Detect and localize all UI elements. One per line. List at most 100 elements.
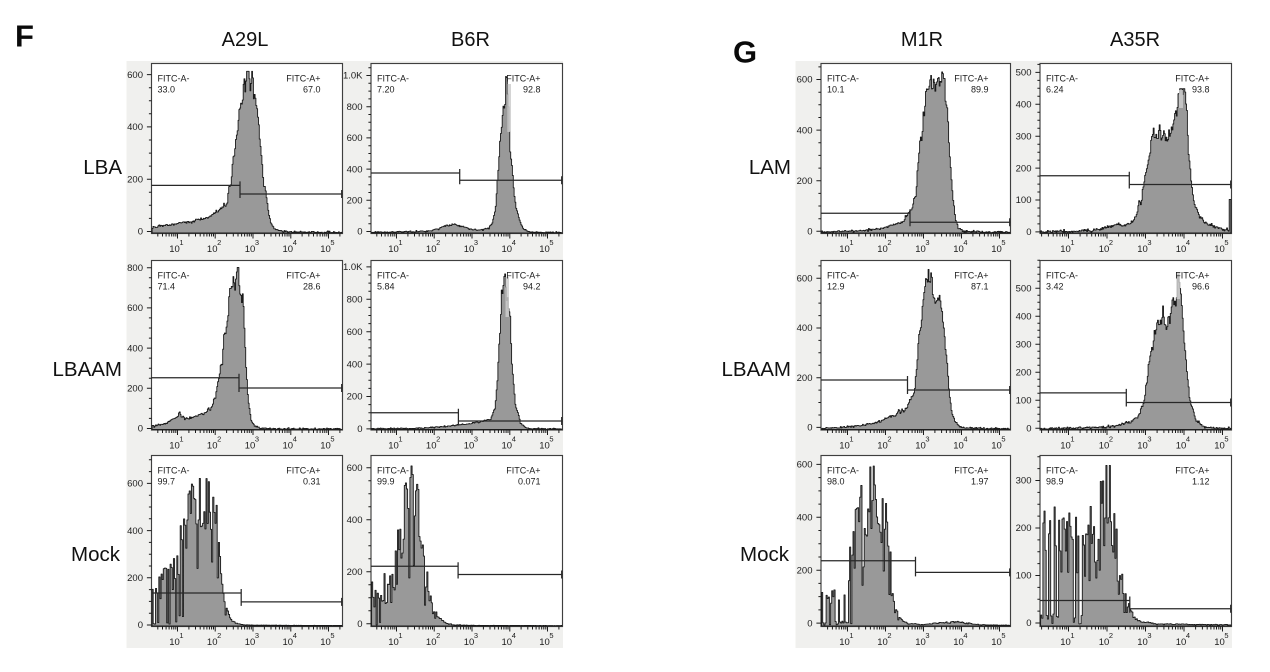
svg-text:3.42: 3.42: [1046, 282, 1064, 292]
svg-text:400: 400: [347, 164, 363, 175]
svg-text:4: 4: [512, 238, 516, 247]
svg-text:0: 0: [357, 227, 362, 238]
svg-text:FITC-A+: FITC-A+: [286, 466, 320, 476]
svg-text:1: 1: [398, 435, 402, 444]
svg-text:0.31: 0.31: [303, 477, 321, 487]
svg-text:FITC-A+: FITC-A+: [506, 271, 540, 281]
svg-text:10: 10: [320, 441, 331, 452]
svg-text:3: 3: [1147, 631, 1151, 640]
svg-text:10: 10: [169, 244, 180, 255]
svg-text:10: 10: [953, 244, 964, 255]
svg-text:0: 0: [138, 227, 143, 238]
svg-text:10: 10: [388, 244, 399, 255]
svg-text:10: 10: [539, 441, 550, 452]
svg-text:10: 10: [207, 637, 218, 648]
svg-text:F: F: [15, 19, 34, 54]
svg-text:10: 10: [426, 441, 437, 452]
svg-text:10: 10: [1214, 244, 1225, 255]
svg-text:10: 10: [502, 441, 513, 452]
svg-text:99.9: 99.9: [377, 477, 395, 487]
svg-text:89.9: 89.9: [971, 85, 989, 95]
svg-text:10: 10: [464, 244, 475, 255]
svg-text:600: 600: [347, 133, 363, 144]
svg-text:5: 5: [1001, 238, 1005, 247]
svg-text:200: 200: [347, 392, 363, 403]
svg-text:2: 2: [887, 435, 891, 444]
svg-text:LBAAM: LBAAM: [722, 358, 792, 381]
svg-text:1: 1: [1070, 631, 1074, 640]
svg-text:28.6: 28.6: [303, 282, 321, 292]
svg-text:200: 200: [127, 573, 143, 584]
svg-text:400: 400: [127, 526, 143, 537]
svg-text:3: 3: [474, 238, 478, 247]
svg-text:10: 10: [283, 637, 294, 648]
svg-text:10: 10: [502, 244, 513, 255]
svg-text:FITC-A-: FITC-A-: [827, 74, 859, 84]
svg-text:600: 600: [127, 479, 143, 490]
svg-text:10: 10: [1099, 244, 1110, 255]
svg-text:1: 1: [1070, 238, 1074, 247]
svg-text:Mock: Mock: [740, 543, 790, 566]
svg-text:0: 0: [807, 618, 812, 629]
svg-text:200: 200: [1016, 523, 1032, 534]
svg-text:1.0K: 1.0K: [343, 71, 363, 82]
svg-text:10: 10: [539, 244, 550, 255]
svg-text:3: 3: [1147, 435, 1151, 444]
svg-text:600: 600: [797, 460, 813, 471]
svg-text:600: 600: [347, 463, 363, 474]
svg-text:1: 1: [849, 435, 853, 444]
svg-text:300: 300: [1016, 476, 1032, 487]
svg-text:2: 2: [1109, 631, 1113, 640]
svg-text:71.4: 71.4: [158, 282, 176, 292]
svg-text:5: 5: [1224, 238, 1228, 247]
svg-text:10: 10: [426, 637, 437, 648]
svg-text:5: 5: [1224, 435, 1228, 444]
svg-text:400: 400: [797, 125, 813, 136]
svg-text:200: 200: [127, 384, 143, 395]
svg-text:87.1: 87.1: [971, 282, 989, 292]
svg-text:93.8: 93.8: [1192, 85, 1210, 95]
svg-text:4: 4: [293, 631, 297, 640]
svg-text:400: 400: [1016, 311, 1032, 322]
svg-text:2: 2: [1109, 238, 1113, 247]
svg-text:4: 4: [512, 631, 516, 640]
svg-text:0: 0: [807, 227, 812, 238]
svg-text:1.0K: 1.0K: [343, 262, 363, 273]
svg-text:B6R: B6R: [451, 29, 490, 51]
svg-text:2: 2: [436, 631, 440, 640]
svg-text:0: 0: [138, 620, 143, 631]
svg-text:92.8: 92.8: [523, 85, 541, 95]
svg-text:4: 4: [963, 238, 967, 247]
svg-text:10: 10: [388, 441, 399, 452]
svg-text:4: 4: [963, 631, 967, 640]
svg-text:10: 10: [1176, 441, 1187, 452]
svg-text:800: 800: [347, 102, 363, 113]
svg-text:10: 10: [877, 441, 888, 452]
svg-text:4: 4: [1186, 435, 1190, 444]
svg-text:2: 2: [217, 435, 221, 444]
svg-text:10: 10: [245, 637, 256, 648]
svg-text:2: 2: [217, 631, 221, 640]
svg-text:2: 2: [887, 631, 891, 640]
svg-text:100: 100: [1016, 195, 1032, 206]
svg-text:600: 600: [127, 70, 143, 81]
svg-text:3: 3: [1147, 238, 1151, 247]
svg-text:300: 300: [1016, 131, 1032, 142]
svg-text:400: 400: [127, 343, 143, 354]
svg-text:10: 10: [207, 244, 218, 255]
svg-text:7.20: 7.20: [377, 85, 395, 95]
svg-text:3: 3: [925, 631, 929, 640]
svg-text:10: 10: [169, 441, 180, 452]
svg-text:400: 400: [797, 513, 813, 524]
svg-text:5: 5: [330, 238, 334, 247]
svg-text:FITC-A-: FITC-A-: [158, 466, 190, 476]
svg-text:10: 10: [502, 637, 513, 648]
svg-text:10: 10: [953, 637, 964, 648]
svg-text:4: 4: [293, 238, 297, 247]
svg-text:2: 2: [217, 238, 221, 247]
svg-text:200: 200: [797, 565, 813, 576]
svg-text:100: 100: [1016, 571, 1032, 582]
svg-text:1: 1: [398, 238, 402, 247]
svg-text:200: 200: [797, 176, 813, 187]
svg-text:1: 1: [179, 631, 183, 640]
